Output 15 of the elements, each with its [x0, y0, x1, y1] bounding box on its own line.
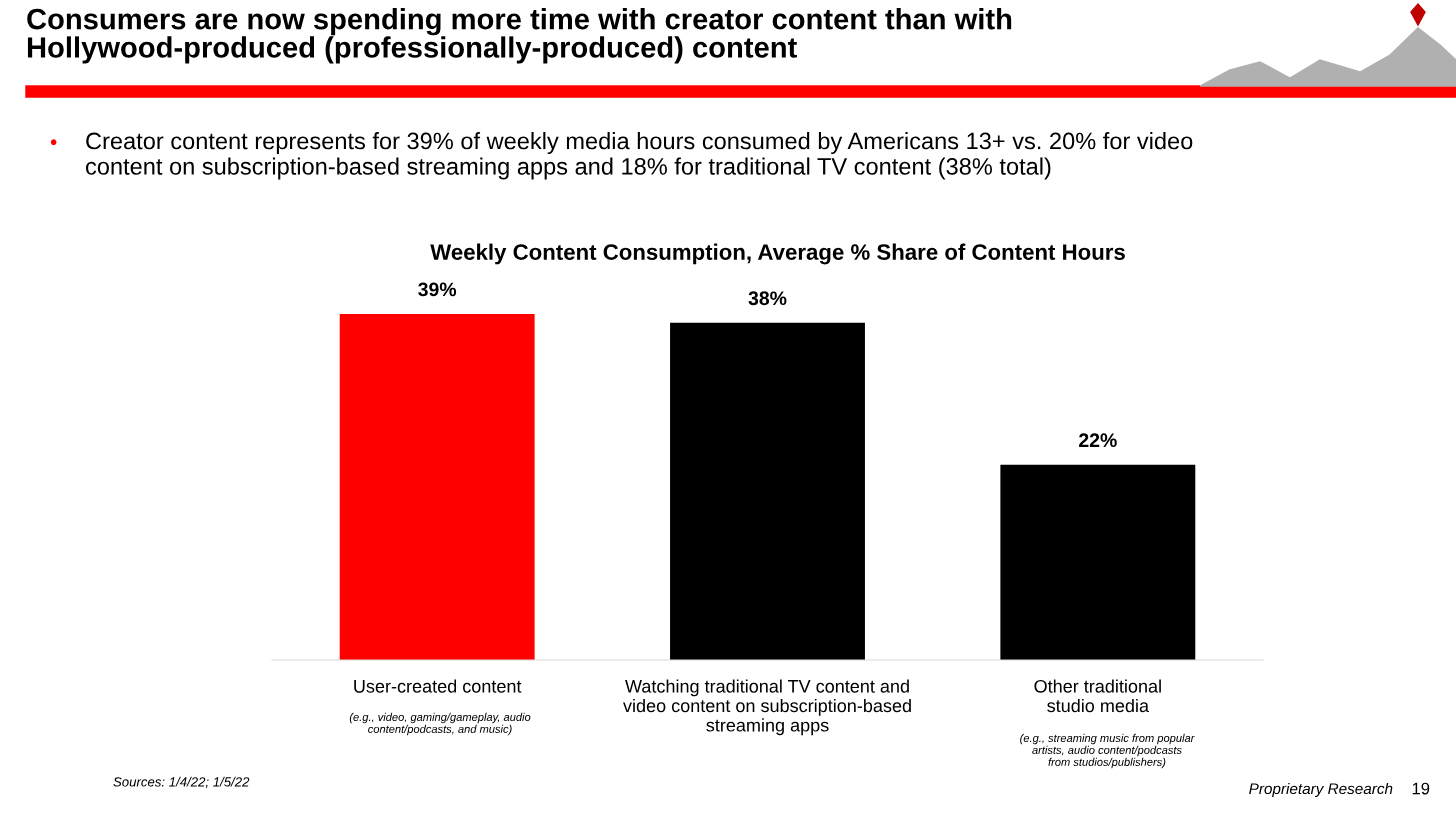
text: (e.g., streaming music from popular artists, audio content/podcasts from studios/publishers): [1020, 733, 1195, 769]
text: 19: [1412, 782, 1430, 795]
source-note: Sources: 1/4/22; 1/5/22: [113, 776, 250, 789]
text: Weekly Content Consumption, Average % Share of Content Hours: [430, 243, 1125, 265]
data-label: 38%: [748, 291, 787, 306]
text: (e.g., video, gaming/gameplay, audio content/podcasts, and music): [349, 712, 531, 736]
x-tick-label: Other traditional studio media: [1034, 679, 1161, 713]
x-tick-label: Watching traditional TV content and video content on subscription-based streaming apps: [623, 679, 911, 736]
text: Proprietary Research: [1249, 782, 1393, 798]
data-label: 22%: [1079, 433, 1117, 448]
chart-title: Consumers are now spending more time with creator content than with Hollywood-produced (professionally-produced) content: [27, 8, 1012, 64]
data-label: 39%: [418, 282, 457, 297]
text: •: [50, 139, 57, 146]
x-tick-label: User-created content: [354, 679, 522, 693]
chart-subtitle: Creator content represents for 39% of weekly media hours consumed by Americans 13+ vs. 20% for video content on subscription-based streaming apps and 18% for traditional TV content (38% total): [86, 132, 1193, 180]
